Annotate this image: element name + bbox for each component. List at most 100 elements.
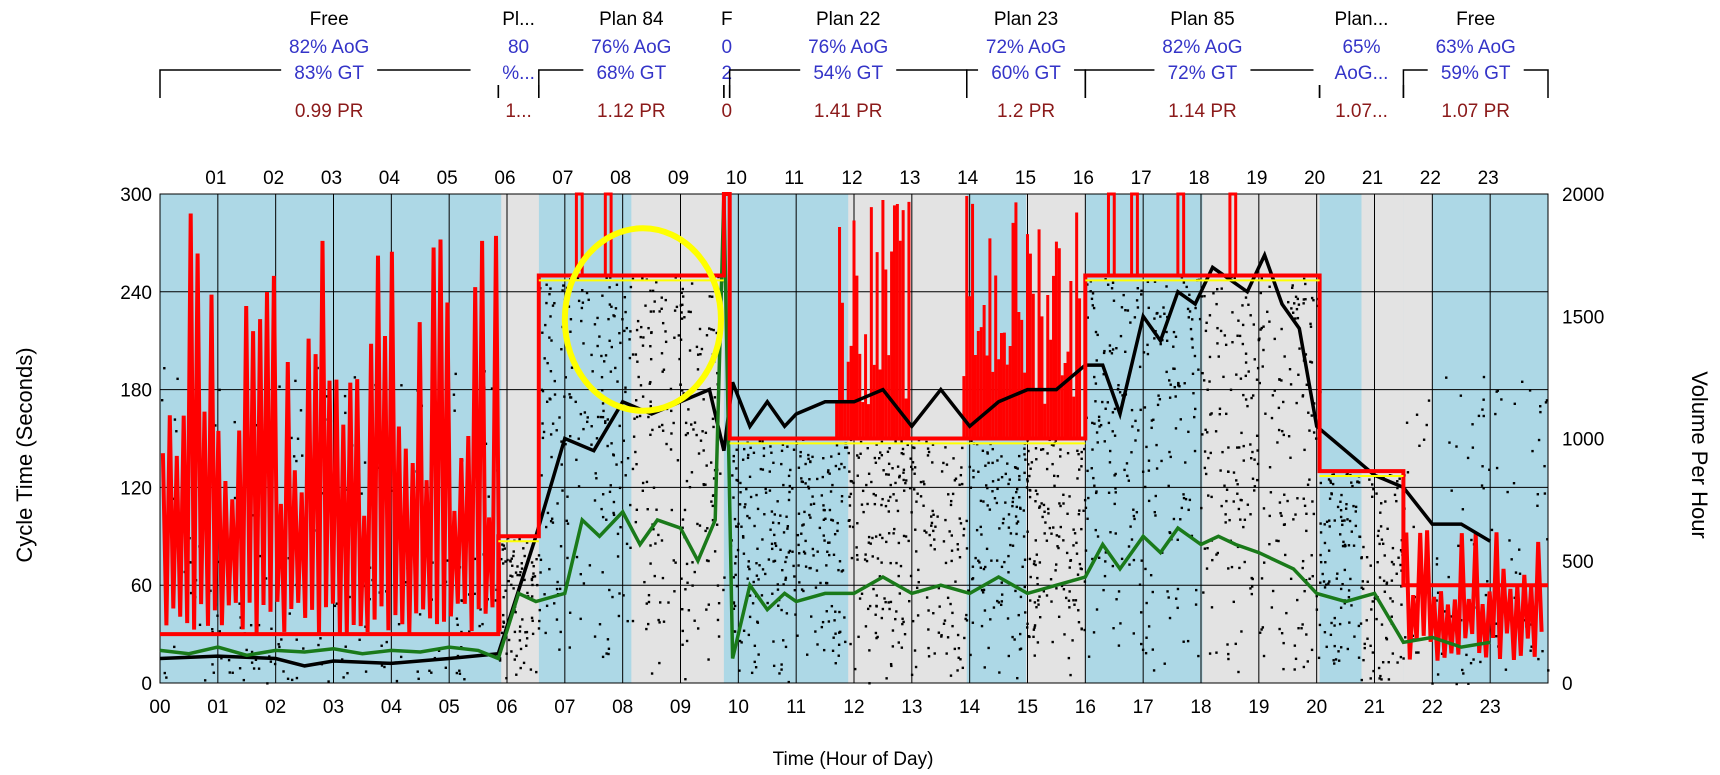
scatter-point <box>512 587 515 590</box>
scatter-point <box>1055 587 1058 590</box>
scatter-point <box>951 611 954 615</box>
scatter-point <box>1167 484 1170 488</box>
scatter-point <box>1184 497 1188 501</box>
scatter-point <box>543 593 546 596</box>
scatter-point <box>1150 426 1153 430</box>
scatter-point <box>1128 563 1131 566</box>
scatter-point <box>1052 444 1055 447</box>
scatter-point <box>1309 360 1312 364</box>
scatter-point <box>1306 483 1310 486</box>
scatter-point <box>1135 299 1139 302</box>
scatter-point <box>1004 472 1008 476</box>
scatter-point <box>624 390 627 394</box>
scatter-point <box>641 489 645 492</box>
scatter-point <box>523 554 526 558</box>
scatter-point <box>1072 528 1075 531</box>
scatter-point <box>1350 530 1354 533</box>
scatter-point <box>807 485 810 489</box>
scatter-point <box>1129 321 1132 324</box>
scatter-point <box>876 557 880 560</box>
scatter-point <box>601 515 605 519</box>
scatter-point <box>1324 583 1328 586</box>
scatter-point <box>1395 572 1398 575</box>
scatter-point <box>1236 446 1239 449</box>
scatter-point <box>1215 302 1218 306</box>
scatter-point <box>915 500 918 503</box>
scatter-point <box>1435 599 1438 602</box>
scatter-point <box>417 677 420 681</box>
scatter-point <box>1206 431 1209 434</box>
scatter-point <box>1028 557 1032 561</box>
scatter-point <box>1127 545 1131 548</box>
scatter-point <box>1237 319 1240 322</box>
scatter-point <box>1191 372 1195 376</box>
scatter-point <box>548 336 551 339</box>
scatter-point <box>1390 615 1394 618</box>
scatter-point <box>1240 431 1243 435</box>
scatter-point <box>818 526 822 530</box>
plan-label-backdrop <box>1427 35 1524 85</box>
x-tick-label-bottom: 19 <box>1248 697 1269 718</box>
scatter-point <box>1063 633 1066 636</box>
scatter-point <box>1436 591 1440 594</box>
scatter-point <box>273 662 277 666</box>
scatter-point <box>515 673 518 676</box>
scatter-point <box>1461 508 1465 511</box>
scatter-point <box>906 443 909 447</box>
scatter-point <box>1222 375 1225 379</box>
plan-aog: 72% AoG <box>986 37 1066 58</box>
scatter-point <box>1486 580 1489 583</box>
scatter-point <box>1034 539 1037 542</box>
scatter-point <box>1203 294 1206 298</box>
scatter-point <box>518 639 522 642</box>
scatter-point <box>257 667 261 670</box>
scatter-point <box>1090 467 1093 470</box>
scatter-point <box>1000 455 1003 458</box>
scatter-point <box>834 662 837 665</box>
scatter-point <box>959 473 963 477</box>
scatter-point <box>1071 639 1074 642</box>
scatter-point <box>556 502 559 505</box>
y-tick-label-right: 500 <box>1562 552 1594 573</box>
scatter-point <box>1319 531 1323 534</box>
scatter-point <box>510 650 513 653</box>
scatter-point <box>1019 506 1022 510</box>
scatter-point <box>1484 593 1488 597</box>
scatter-point <box>764 572 767 576</box>
scatter-point <box>551 521 555 524</box>
scatter-point <box>1015 488 1019 491</box>
scatter-point <box>1371 495 1374 498</box>
scatter-point <box>270 627 273 630</box>
scatter-point <box>487 495 490 498</box>
scatter-point <box>652 310 655 313</box>
scatter-point <box>695 345 699 349</box>
scatter-point <box>1147 625 1151 628</box>
scatter-point <box>866 446 869 450</box>
scatter-point <box>992 606 996 609</box>
scatter-point <box>782 483 785 487</box>
scatter-point <box>945 463 949 466</box>
scatter-point <box>1116 387 1120 391</box>
scatter-point <box>1376 560 1379 564</box>
scatter-point <box>1208 652 1212 655</box>
scatter-point <box>799 450 802 454</box>
scatter-point <box>879 451 882 454</box>
scatter-point <box>904 481 907 485</box>
scatter-point <box>762 447 766 450</box>
scatter-point <box>849 492 853 496</box>
scatter-point <box>672 559 675 562</box>
scatter-point <box>673 309 677 312</box>
scatter-point <box>827 541 830 544</box>
scatter-point <box>1110 352 1114 355</box>
scatter-point <box>631 353 635 356</box>
scatter-point <box>600 507 603 511</box>
scatter-point <box>649 400 652 403</box>
scatter-point <box>567 305 571 308</box>
scatter-point <box>1122 293 1125 297</box>
scatter-point <box>532 565 535 568</box>
scatter-point <box>670 409 673 413</box>
scatter-point <box>914 665 918 669</box>
scatter-point <box>1067 599 1071 602</box>
scatter-point <box>1268 542 1271 546</box>
scatter-point <box>1113 474 1116 477</box>
